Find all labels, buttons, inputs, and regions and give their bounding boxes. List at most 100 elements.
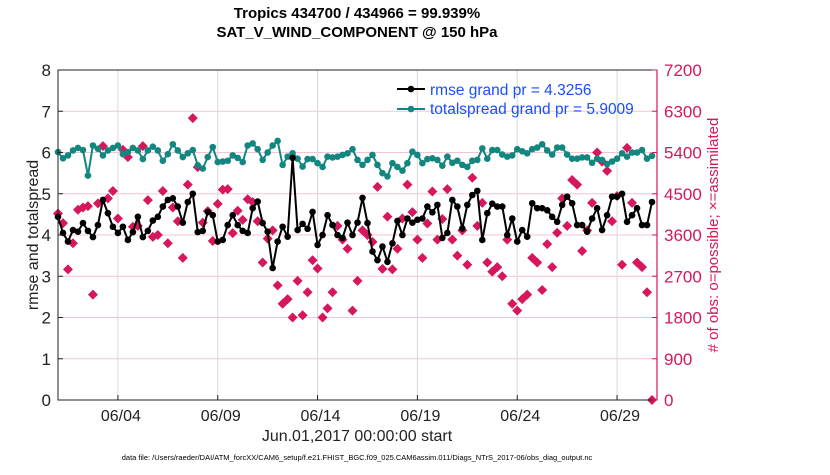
totalspread-point (219, 158, 227, 165)
rmse-point (269, 264, 276, 272)
obs-count-marker (152, 230, 163, 240)
rmse-point (523, 233, 531, 240)
rmse-point (648, 198, 656, 206)
rmse-point (364, 219, 371, 227)
rmse-point (219, 236, 227, 244)
y-axis-label: rmse and totalspread (25, 160, 42, 310)
rmse-point (129, 228, 137, 236)
rmse-point (204, 208, 212, 216)
rmse-point (459, 225, 466, 232)
totalspread-point (329, 154, 336, 161)
rmse-point (603, 211, 611, 219)
totalspread-point (618, 150, 626, 157)
rmse-point (568, 199, 576, 207)
totalspread-point (319, 163, 326, 171)
rmse-point (598, 226, 606, 234)
totalspread-point (204, 153, 212, 161)
totalspread-point (169, 140, 177, 148)
ticks-layer: 0 1 2 3 4 5 6 7 8 0 900 1800 2700 3600 4500 5400 6300 720… (42, 61, 702, 425)
totalspread-point (478, 145, 486, 152)
obs-count-marker (627, 197, 638, 208)
rmse-point (503, 231, 511, 239)
totalspread-point (583, 154, 591, 161)
legend-spread-marker (407, 105, 415, 113)
obs-count-marker (187, 113, 198, 124)
rmse-point (638, 221, 646, 229)
totalspread-point (59, 154, 67, 162)
totalspread-point (638, 146, 646, 154)
rmse-point (169, 194, 177, 202)
totalspread-point (464, 163, 471, 171)
obs-count-marker (407, 207, 418, 218)
obs-count-marker (512, 305, 523, 316)
rmse-point (518, 226, 526, 234)
rmse-point (508, 215, 516, 222)
rmse-point (69, 226, 77, 234)
totalspread-point (543, 147, 551, 154)
rmse-point (478, 236, 486, 244)
obs-count-marker (307, 255, 318, 266)
y-tick-label: 4 (42, 226, 51, 245)
obs-count-marker (602, 165, 613, 176)
y-right-tick-label: 0 (664, 391, 673, 410)
totalspread-point (424, 155, 431, 163)
rmse-point (94, 221, 102, 229)
obs-count-marker (377, 263, 388, 274)
rmse-point (613, 193, 621, 200)
obs-count-marker (112, 213, 123, 224)
totalspread-point (139, 155, 147, 163)
rmse-point (184, 198, 192, 206)
rmse-line (57, 157, 653, 269)
data-file-footnote: data file: /Users/raeder/DAI/ATM_forcXX/… (122, 453, 593, 462)
totalspread-point (144, 147, 152, 154)
totalspread-point (164, 150, 172, 158)
totalspread-point (244, 142, 251, 149)
totalspread-point (444, 153, 451, 160)
obs-count-marker (402, 179, 413, 190)
totalspread-point (134, 147, 142, 154)
totalspread-point (294, 155, 301, 162)
y-right-tick-label: 6300 (664, 102, 702, 121)
y-tick-label: 3 (42, 267, 51, 286)
rmse-point (349, 231, 356, 239)
totalspread-point (109, 144, 117, 152)
rmse-point (623, 218, 631, 226)
totalspread-point (279, 161, 286, 169)
totalspread-point (483, 155, 491, 162)
obs-count-marker (342, 243, 353, 254)
rmse-point (194, 228, 202, 236)
totalspread-point (124, 148, 132, 156)
rmse-point (618, 190, 626, 198)
totalspread-point (89, 142, 97, 149)
totalspread-point (339, 151, 346, 159)
totalspread-point (608, 158, 616, 165)
rmse-point (224, 221, 232, 229)
totalspread-point (79, 146, 87, 154)
obs-count-marker (522, 289, 533, 300)
obs-count-marker (642, 287, 653, 298)
rmse-point (264, 228, 271, 235)
obs-count-marker (282, 294, 293, 305)
totalspread-point (369, 151, 376, 159)
rmse-point (319, 231, 326, 239)
totalspread-point (344, 150, 351, 157)
obs-count-marker (427, 186, 438, 197)
rmse-point (189, 190, 197, 198)
totalspread-point (209, 143, 217, 151)
obs-count-marker (507, 298, 518, 309)
x-axis-label: Jun.01,2017 00:00:00 start (262, 428, 453, 445)
rmse-point (454, 203, 461, 210)
totalspread-point (334, 153, 341, 160)
legend-rmse-marker (407, 85, 415, 93)
rmse-point (399, 231, 406, 239)
rmse-point (159, 203, 167, 210)
rmse-point (114, 229, 122, 237)
rmse-point (304, 225, 311, 233)
totalspread-point (174, 147, 182, 154)
rmse-point (354, 219, 361, 226)
totalspread-point (523, 150, 531, 157)
obs-count-marker (142, 195, 153, 206)
totalspread-point (229, 152, 237, 159)
totalspread-point (474, 156, 481, 164)
obs-count-marker (162, 238, 173, 249)
